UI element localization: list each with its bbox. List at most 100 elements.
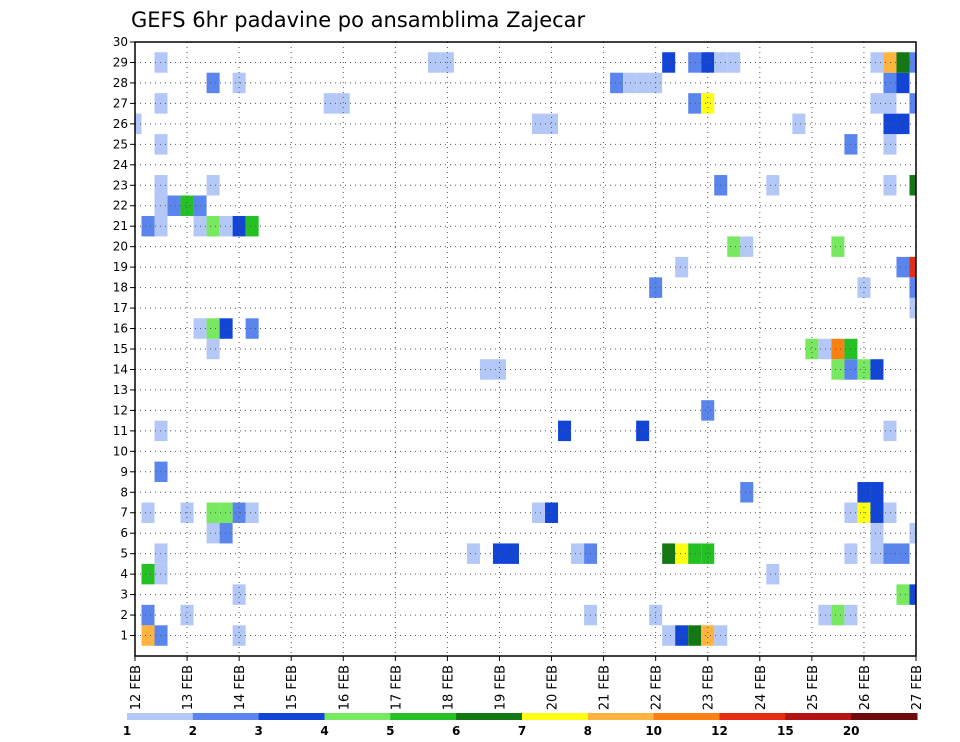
x-tick-label: 18 FEB [441, 665, 456, 710]
x-tick-label: 27 FEB [910, 665, 925, 710]
heatmap-cell [662, 52, 676, 73]
x-tick-label: 20 FEB [546, 665, 561, 710]
colorbar-swatch [653, 713, 720, 720]
heatmap-cell [675, 625, 689, 646]
heatmap-cell [206, 522, 220, 544]
colorbar-label: 1 [123, 724, 131, 738]
heatmap-cell [141, 215, 155, 237]
y-tick-label: 29 [113, 55, 128, 69]
colorbar-swatch [522, 713, 589, 720]
heatmap-cell [154, 215, 168, 237]
heatmap-cell [505, 543, 519, 564]
heatmap-cell [232, 584, 246, 605]
heatmap-cell [870, 93, 884, 114]
heatmap-cell [545, 113, 559, 135]
heatmap-cell [896, 256, 910, 278]
heatmap-cell [727, 52, 741, 73]
colorbar-label: 2 [189, 724, 197, 738]
heatmap-cell [154, 134, 168, 155]
y-tick-label: 1 [120, 629, 128, 643]
heatmap-cell [883, 420, 897, 442]
y-tick-label: 5 [120, 547, 128, 561]
x-tick-label: 16 FEB [337, 665, 352, 710]
heatmap-cell [909, 297, 916, 319]
heatmap-cell [219, 522, 233, 544]
heatmap-cell [883, 93, 897, 114]
heatmap-cell [870, 482, 884, 503]
heatmap-cell [688, 625, 702, 646]
heatmap-cell [154, 52, 168, 73]
heatmap-cell [167, 195, 181, 216]
heatmap-cell [154, 563, 168, 585]
heatmap-cell [883, 72, 897, 94]
heatmap-cell [857, 359, 871, 380]
y-tick-label: 17 [113, 301, 128, 315]
y-tick-label: 4 [120, 567, 128, 581]
x-tick-label: 22 FEB [650, 665, 665, 710]
heatmap-cell [870, 502, 884, 523]
heatmap-cell [154, 420, 168, 442]
colorbar-swatch [587, 713, 655, 720]
heatmap-cell [883, 502, 897, 523]
heatmap-cell [805, 338, 819, 360]
heatmap-cell [909, 584, 916, 605]
colorbar-swatch [785, 713, 852, 720]
heatmap-cell [154, 625, 168, 646]
heatmap-cell [896, 543, 910, 564]
heatmap-cell [701, 625, 715, 646]
y-tick-label: 9 [120, 465, 128, 479]
y-tick-label: 27 [113, 96, 128, 110]
y-tick-label: 16 [113, 322, 128, 336]
heatmap-cell [154, 195, 168, 216]
heatmap-cell [688, 543, 702, 564]
x-tick-label: 26 FEB [858, 665, 873, 710]
colorbar-swatch [324, 713, 391, 720]
y-tick-label: 14 [113, 362, 128, 376]
heatmap-cell [336, 93, 350, 114]
plot-frame [134, 41, 917, 657]
heatmap-cell [688, 52, 702, 73]
heatmap-cell [675, 256, 689, 278]
heatmap-cell [636, 420, 650, 442]
heatmap-cell [740, 236, 754, 257]
heatmap-cell [154, 175, 168, 196]
y-tick-label: 6 [120, 526, 128, 540]
heatmap-cell [883, 175, 897, 196]
heatmap-cell [532, 502, 546, 523]
heatmap-cell [870, 52, 884, 73]
colorbar: 1 2 3 4 5 6 7 8 10 12 15 20 [123, 713, 918, 738]
y-tick-label: 26 [113, 117, 128, 131]
heatmap-cell [180, 195, 194, 216]
heatmap-cell [675, 543, 689, 564]
heatmap-cell [883, 134, 897, 155]
x-tick-label: 19 FEB [493, 665, 508, 710]
x-tick-label: 25 FEB [806, 665, 821, 710]
colorbar-label: 5 [386, 724, 394, 738]
colorbar-label: 12 [711, 724, 728, 738]
x-axis: 12 FEB 13 FEB 14 FEB 15 FEB 16 FEB 17 FEB 18 F… [129, 656, 925, 710]
y-tick-label: 15 [113, 342, 128, 356]
heatmap-cell [883, 52, 897, 73]
heatmap-cell [154, 93, 168, 114]
y-tick-label: 23 [113, 178, 128, 192]
heatmap-cell [896, 52, 910, 73]
y-tick-label: 2 [120, 608, 128, 622]
x-tick-label: 24 FEB [754, 665, 769, 710]
heatmap-cell [219, 502, 233, 523]
heatmap-cell [427, 52, 441, 73]
heatmap-cell [558, 420, 572, 442]
colorbar-swatch [127, 713, 194, 720]
y-tick-label: 12 [113, 403, 128, 417]
colorbar-label: 20 [843, 724, 860, 738]
y-tick-label: 18 [113, 281, 128, 295]
heatmap-cell [831, 236, 845, 257]
heatmap-cell [492, 543, 506, 564]
y-tick-label: 21 [113, 219, 128, 233]
heatmap-cell [141, 563, 155, 585]
heatmap-cell [870, 522, 884, 544]
heatmap-cell [662, 625, 676, 646]
x-tick-label: 21 FEB [598, 665, 613, 710]
heatmap-cell [466, 543, 480, 564]
heatmap-cell [766, 563, 780, 585]
